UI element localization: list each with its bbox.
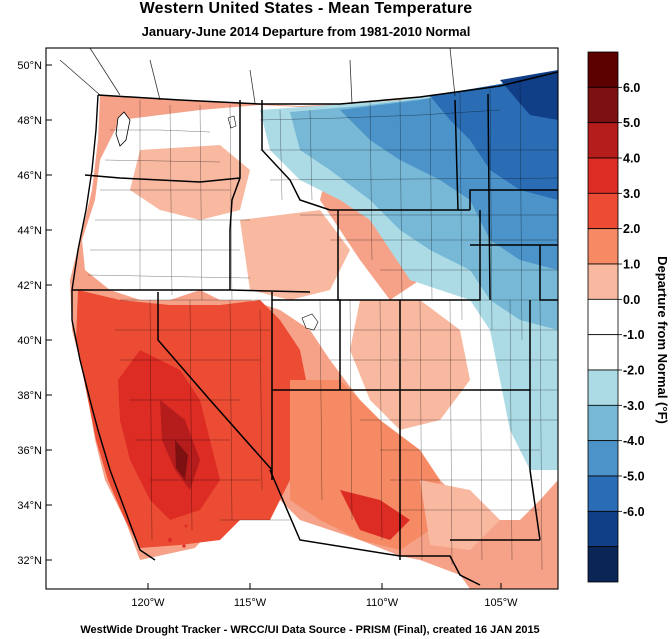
lon-label: 105°W [484,597,518,609]
colorbar-label: 2.0 [623,222,640,236]
map-frame [45,47,559,590]
colorbar-swatch [587,122,619,159]
temperature-departure-map [46,48,558,589]
lon-label: 110°W [366,597,399,609]
lon-label: 120°W [131,597,165,609]
colorbar-swatch [587,86,619,124]
lon-label: 115°W [234,597,267,609]
colorbar-title: Departure from Normal (°F) [655,256,670,424]
colorbar-swatch [587,298,619,336]
lat-label: 42°N [17,280,42,292]
colorbar-swatch [587,440,619,477]
colorbar-swatch [587,404,619,442]
lat-label: 34°N [17,500,42,512]
colorbar-label: -3.0 [623,399,645,413]
colorbar-swatch [587,192,619,230]
colorbar-swatch [587,546,619,583]
colorbar-swatch [587,157,619,194]
lat-label: 36°N [17,445,42,457]
colorbar-label: 4.0 [623,152,640,166]
colorbar-label: -2.0 [623,364,645,378]
lat-label: 48°N [17,115,42,127]
lat-label: 32°N [17,555,42,567]
colorbar-label: -5.0 [623,470,645,484]
colorbar-swatch [587,369,619,406]
state-boundaries [72,71,558,586]
colorbar-label: 1.0 [623,258,640,272]
colorbar-swatch [587,510,619,548]
footer-credit: WestWide Drought Tracker - WRCC/UI Data … [80,624,540,636]
colorbar-swatch [587,228,619,265]
colorbar-swatch [587,334,619,371]
colorbar: 6.0 5.0 4.0 3.0 2.0 1.0 0.0 -1.0 -2.0 -3.0 -4.0 -5.… [587,51,645,583]
colorbar-label: 6.0 [623,81,640,95]
colorbar-label: -4.0 [623,434,645,448]
coastline [71,94,156,561]
longitude-ticks [147,583,502,589]
map-title: Western United States - Mean Temperature [139,0,473,17]
lat-label: 44°N [17,225,42,237]
colorbar-label: -6.0 [623,505,645,519]
colorbar-swatch [587,475,619,512]
lat-label: 46°N [17,170,42,182]
lat-label: 38°N [17,390,42,402]
colorbar-label: 3.0 [623,187,640,201]
colorbar-label: -1.0 [623,328,645,342]
lat-label: 50°N [17,60,42,72]
colorbar-label: 0.0 [623,293,640,307]
map-subtitle: January-June 2014 Departure from 1981-20… [141,24,471,39]
colorbar-label: 5.0 [623,116,640,130]
colorbar-swatch [587,263,619,300]
colorbar-swatch [587,51,619,88]
county-boundaries [87,79,558,571]
latitude-ticks [46,64,52,561]
lat-label: 40°N [17,335,42,347]
